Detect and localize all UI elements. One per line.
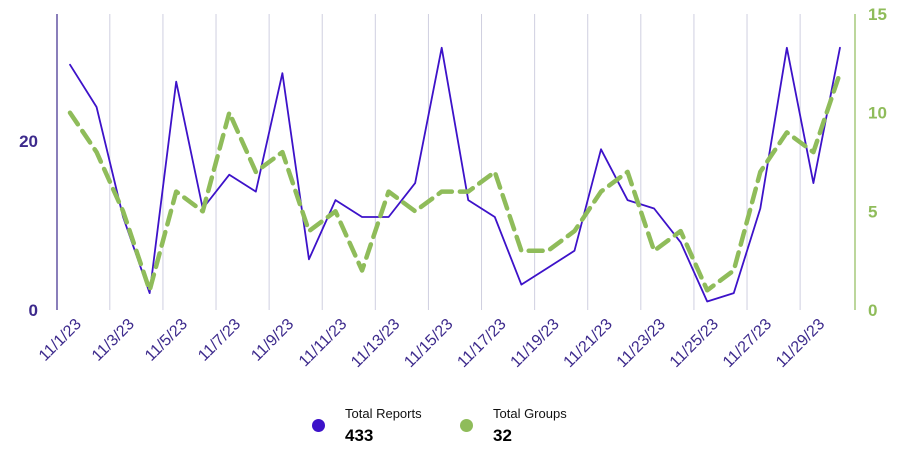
x-tick-label: 11/7/23 xyxy=(195,316,244,365)
x-tick-label: 11/27/23 xyxy=(720,316,775,371)
x-tick-label: 11/21/23 xyxy=(561,316,616,371)
x-tick-label: 11/29/23 xyxy=(773,316,828,371)
left-y-tick-label: 0 xyxy=(29,301,38,320)
x-tick-label: 11/13/23 xyxy=(348,316,403,371)
total-reports-legend-label: Total Reports xyxy=(345,406,422,421)
x-tick-label: 11/15/23 xyxy=(401,316,456,371)
total-groups-line xyxy=(67,70,843,293)
x-tick-label: 11/5/23 xyxy=(142,316,191,365)
total-reports-legend-dot xyxy=(312,419,325,432)
total-groups-legend-label: Total Groups xyxy=(493,406,567,421)
x-tick-label: 11/1/23 xyxy=(36,316,85,365)
total-reports-line xyxy=(69,46,841,303)
x-tick-label: 11/19/23 xyxy=(508,316,563,371)
right-y-tick-label: 5 xyxy=(868,202,877,221)
left-y-tick-label: 20 xyxy=(19,132,38,151)
x-tick-label: 11/9/23 xyxy=(248,316,297,365)
x-tick-label: 11/23/23 xyxy=(614,316,669,371)
right-y-tick-label: 10 xyxy=(868,104,887,123)
x-tick-label: 11/3/23 xyxy=(89,316,138,365)
right-y-tick-label: 15 xyxy=(868,5,887,24)
total-groups-count: 32 xyxy=(493,426,512,445)
total-groups-legend-dot xyxy=(460,419,473,432)
x-tick-label: 11/17/23 xyxy=(454,316,509,371)
x-tick-label: 11/11/23 xyxy=(296,316,350,370)
right-y-tick-label: 0 xyxy=(868,301,877,320)
total-reports-count: 433 xyxy=(345,426,374,445)
x-tick-label: 11/25/23 xyxy=(667,316,722,371)
